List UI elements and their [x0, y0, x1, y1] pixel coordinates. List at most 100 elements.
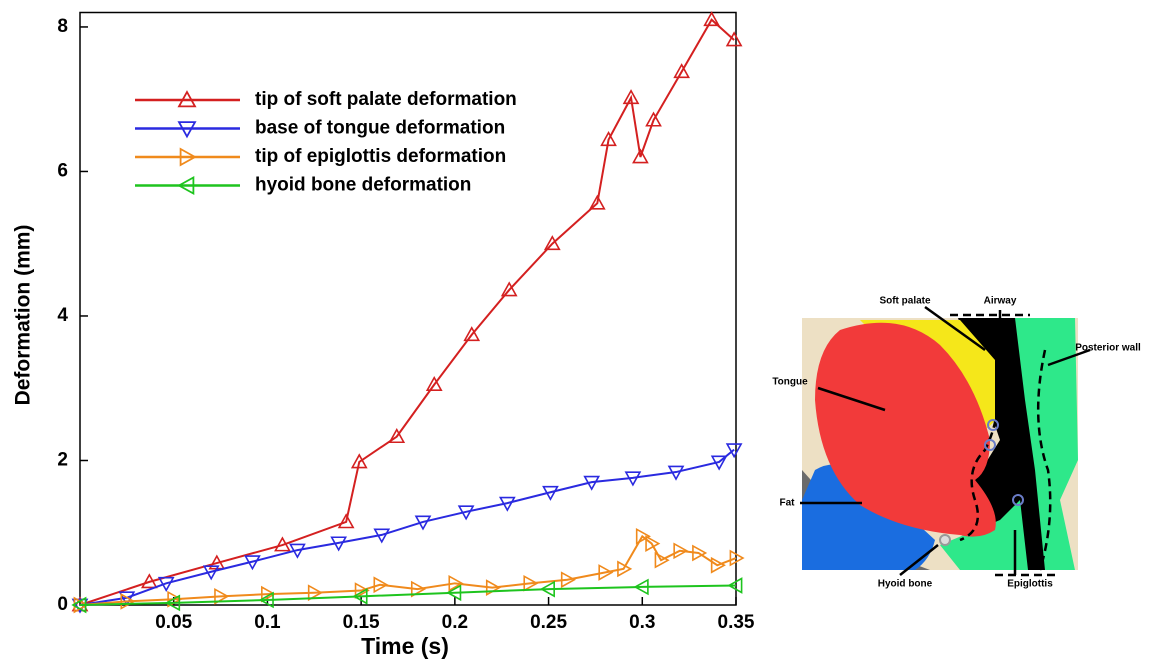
- series-line: [79, 18, 735, 606]
- point-marker: [165, 594, 181, 612]
- point-marker: [703, 11, 720, 27]
- series-line: [79, 584, 737, 606]
- point-marker: [600, 131, 617, 147]
- y-tick-label: 2: [57, 450, 68, 471]
- point-marker: [645, 111, 662, 127]
- point-marker: [425, 375, 443, 392]
- point-marker: [673, 542, 689, 560]
- plot-frame: [79, 11, 737, 606]
- point-marker: [543, 235, 561, 251]
- y-tick-label: 6: [57, 160, 68, 181]
- point-marker: [727, 577, 743, 594]
- point-marker: [635, 527, 651, 545]
- point-marker: [617, 560, 633, 578]
- point-marker: [157, 576, 175, 592]
- point-marker: [729, 549, 745, 567]
- x-tick-label: 0.35: [718, 612, 755, 633]
- point-marker: [274, 536, 291, 552]
- point-marker: [350, 453, 368, 469]
- legend-marker: [177, 175, 195, 196]
- point-marker: [373, 576, 389, 594]
- inset-label: Soft palate: [879, 296, 931, 307]
- y-tick-label: 8: [57, 16, 68, 37]
- inset-label: Posterior wall: [1075, 343, 1141, 354]
- inset-point: [939, 534, 951, 546]
- point-marker: [542, 485, 559, 501]
- point-marker: [214, 587, 230, 605]
- point-marker: [560, 571, 576, 589]
- point-marker: [624, 471, 642, 487]
- point-marker: [654, 551, 670, 569]
- point-marker: [354, 582, 370, 599]
- point-marker: [710, 556, 726, 574]
- inset-point: [1012, 494, 1024, 506]
- inset-label: Tongue: [772, 377, 808, 388]
- x-tick-label: 0.3: [629, 612, 655, 633]
- point-marker: [140, 573, 158, 589]
- inset-label: Hyoid bone: [878, 579, 933, 590]
- point-marker: [448, 574, 464, 592]
- y-tick-label: 4: [57, 305, 68, 326]
- x-tick-label: 0.25: [530, 612, 567, 633]
- point-marker: [307, 584, 323, 602]
- point-marker: [373, 528, 391, 544]
- legend-label: tip of soft palate deformation: [255, 89, 517, 110]
- legend-marker: [179, 147, 197, 167]
- point-marker: [725, 443, 743, 459]
- point-marker: [710, 455, 728, 471]
- point-marker: [202, 565, 220, 581]
- point-marker: [337, 513, 355, 529]
- point-marker: [632, 148, 649, 164]
- inset-outline: [950, 313, 1055, 577]
- series-line: [79, 448, 735, 606]
- legend-label: base of tongue deformation: [255, 118, 505, 139]
- inset-label: Fat: [780, 498, 796, 509]
- point-marker: [498, 496, 516, 512]
- y-axis-title: Deformation (mm): [12, 225, 35, 406]
- x-axis-title: Time (s): [361, 633, 449, 659]
- point-marker: [633, 578, 649, 596]
- point-marker: [463, 326, 481, 342]
- point-marker: [645, 535, 661, 552]
- point-marker: [598, 564, 614, 581]
- point-marker: [583, 475, 601, 491]
- x-tick-label: 0.1: [254, 612, 281, 633]
- legend-label: tip of epiglottis deformation: [255, 146, 506, 167]
- inset-arrows: [800, 305, 1091, 576]
- point-marker: [352, 587, 368, 605]
- inset-posterior-wall: [1015, 318, 1078, 570]
- point-marker: [118, 591, 136, 607]
- point-marker: [446, 584, 462, 602]
- point-marker: [667, 465, 685, 481]
- point-marker: [330, 536, 348, 552]
- legend-label: hyoid bone deformation: [255, 175, 471, 196]
- point-marker: [725, 31, 743, 47]
- point-marker: [523, 574, 539, 592]
- point-marker: [692, 544, 708, 562]
- y-tick-label: 0: [57, 594, 68, 615]
- point-marker: [261, 585, 277, 603]
- x-tick-label: 0.15: [343, 612, 380, 633]
- series-line: [79, 534, 737, 606]
- point-marker: [289, 543, 306, 559]
- point-marker: [71, 596, 87, 614]
- point-marker: [244, 555, 261, 571]
- point-marker: [500, 281, 518, 297]
- point-marker: [539, 580, 555, 598]
- point-marker: [410, 580, 427, 598]
- inset-point: [984, 439, 996, 451]
- point-marker: [457, 505, 475, 521]
- inset-label: Airway: [984, 296, 1017, 307]
- point-marker: [414, 515, 432, 531]
- inset-tongue: [815, 322, 996, 537]
- point-marker: [622, 89, 640, 105]
- legend-marker: [177, 90, 197, 108]
- legend-marker: [177, 121, 197, 139]
- inset-diagram: Soft palate Airway Posterior wall Tongue…: [772, 296, 1141, 590]
- point-marker: [388, 427, 406, 444]
- point-marker: [673, 63, 691, 79]
- x-tick-label: 0.2: [442, 612, 468, 633]
